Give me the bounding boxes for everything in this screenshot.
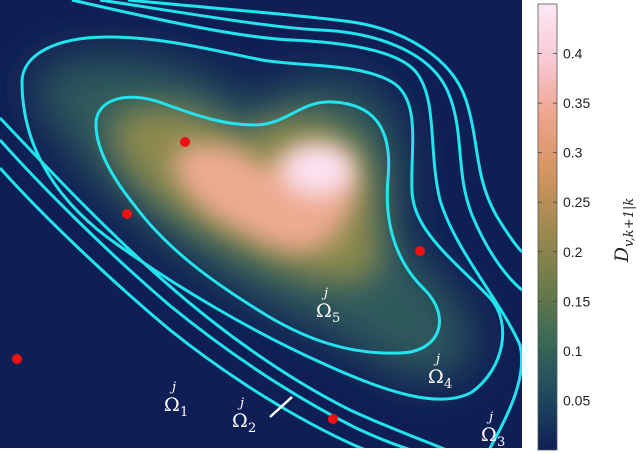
- colorbar-tick-label: 0.1: [563, 343, 583, 359]
- measurement-points: [12, 137, 425, 424]
- colorbar-ticks: 0.05 0.1 0.15 0.2 0.25 0.3 0.35 0.4: [538, 46, 590, 408]
- region-pointer-line: [269, 396, 293, 418]
- colorbar-tick-label: 0.2: [563, 244, 583, 260]
- contour-lines: [0, 0, 522, 448]
- measurement-point: [328, 414, 338, 424]
- density-peak: [282, 144, 354, 196]
- region-labels: jΩ 1jΩ 2jΩ 3jΩ 4jΩ 5: [164, 286, 505, 450]
- colorbar-tick-label: 0.35: [563, 95, 590, 111]
- region-label-symbol: Ω: [232, 410, 248, 432]
- colorbar-label-main: D: [611, 247, 633, 263]
- region-label-omega-3: jΩ 3: [481, 410, 505, 450]
- region-label-symbol: Ω: [164, 394, 180, 416]
- colorbar-tick-label: 0.05: [563, 392, 590, 408]
- region-label-omega-2: jΩ 2: [232, 396, 256, 436]
- plot-area: jΩ 1jΩ 2jΩ 3jΩ 4jΩ 5: [0, 0, 522, 450]
- colorbar-tick-label: 0.3: [563, 145, 583, 161]
- colorbar-label: Dv,k+1|k: [611, 198, 637, 264]
- contour-omega-2: [99, 0, 522, 292]
- contour-omega-5: [94, 95, 442, 355]
- region-label-superscript: j: [169, 380, 176, 395]
- region-label-subscript: 1: [180, 405, 188, 420]
- region-label-omega-5: jΩ 5: [316, 286, 340, 326]
- contour-lower-2: [0, 139, 410, 448]
- region-label-subscript: 2: [248, 421, 256, 436]
- region-label-subscript: 3: [497, 435, 505, 450]
- region-label-symbol: Ω: [481, 424, 497, 446]
- region-label-superscript: j: [433, 352, 440, 367]
- density-field: [33, 55, 473, 379]
- region-label-superscript: j: [321, 286, 328, 301]
- measurement-point: [415, 246, 425, 256]
- region-label-subscript: 5: [332, 311, 340, 326]
- colorbar-tick-label: 0.25: [563, 194, 590, 210]
- region-label-symbol: Ω: [316, 300, 332, 322]
- colorbar-tick-label: 0.15: [563, 293, 590, 309]
- contour-omega-3: [71, 0, 522, 448]
- region-label-omega-4: jΩ 4: [428, 352, 452, 392]
- region-label-superscript: j: [486, 410, 493, 425]
- measurement-point: [12, 354, 22, 364]
- contour-omega-4: [20, 35, 505, 401]
- region-label-subscript: 4: [444, 377, 452, 392]
- region-label-omega-1: jΩ 1: [164, 380, 188, 420]
- measurement-point: [180, 137, 190, 147]
- contour-lower-1: [0, 116, 446, 448]
- region-label-symbol: Ω: [428, 366, 444, 388]
- colorbar-label-sub: v,k+1|k: [622, 198, 637, 247]
- measurement-point: [122, 209, 132, 219]
- colorbar-gradient: [537, 3, 558, 451]
- contour-lower-3: [0, 167, 365, 448]
- colorbar: 0.05 0.1 0.15 0.2 0.25 0.3 0.35 0.4 Dv,k+1|k: [537, 3, 637, 451]
- region-label-superscript: j: [237, 396, 244, 411]
- colorbar-tick-label: 0.4: [563, 46, 583, 62]
- contour-omega-1: [127, 0, 522, 254]
